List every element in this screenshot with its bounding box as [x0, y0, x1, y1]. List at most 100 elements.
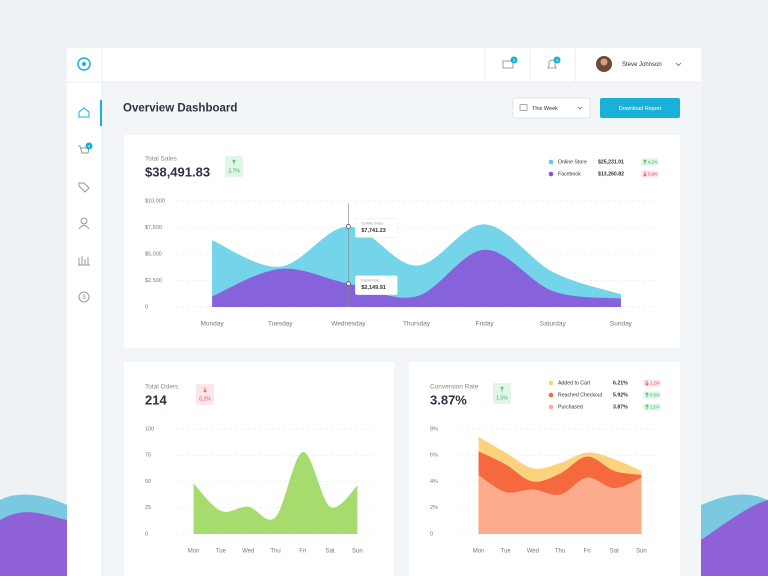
x-tick-label: Fri — [584, 549, 591, 555]
legend-dot — [548, 159, 554, 165]
chevron — [577, 106, 583, 110]
change-badge — [196, 384, 214, 405]
y-tick-label: $5,000 — [145, 251, 162, 257]
y-tick-label: 8% — [430, 426, 438, 432]
change-badge — [225, 156, 243, 177]
tooltip — [355, 218, 398, 238]
x-tick-label: Saturday — [540, 321, 567, 328]
x-tick-label: Mon — [188, 549, 200, 555]
y-tick-label: 100 — [145, 426, 154, 432]
y-tick-label: $2,500 — [145, 278, 162, 284]
logo[interactable] — [77, 57, 91, 71]
legend-change: 0.8% — [650, 392, 660, 397]
y-tick-label: 25 — [145, 505, 151, 511]
y-tick-label: 4% — [430, 479, 438, 485]
sales-total: $38,491.83 — [145, 164, 210, 179]
calendar-icon — [519, 104, 528, 111]
x-tick-label: Fri — [299, 549, 306, 555]
x-tick-label: Tue — [216, 549, 227, 555]
legend-change: 4,2% — [648, 159, 658, 164]
x-tick-label: Thu — [555, 549, 565, 555]
tag-icon[interactable] — [78, 182, 90, 193]
sidebar — [67, 48, 102, 576]
x-tick-label: Thu — [270, 549, 280, 555]
legend-total: $25,231.01 — [598, 160, 624, 166]
coin-icon[interactable] — [78, 291, 90, 303]
conversion-total: 3.87% — [430, 392, 467, 407]
y-tick-label: 75 — [145, 453, 151, 459]
x-tick-label: Tue — [501, 549, 512, 555]
mail-icon[interactable] — [502, 60, 514, 69]
mail-badge: 2 — [513, 57, 516, 62]
badge — [553, 56, 561, 64]
legend-name: Purchased — [558, 405, 583, 411]
trend-arrow — [643, 171, 647, 177]
x-tick-label: Monday — [201, 321, 225, 328]
badge — [510, 56, 518, 64]
tooltip-title: Online Store — [361, 221, 384, 226]
x-tick-label: Tuesday — [268, 321, 293, 328]
bell-icon[interactable] — [547, 59, 557, 69]
y-tick-label: 0 — [145, 531, 148, 537]
legend-dot — [548, 171, 554, 177]
date-filter[interactable] — [512, 97, 591, 119]
x-tick-label: Friday — [476, 321, 495, 328]
legend-total: 3.87% — [613, 405, 628, 411]
change-value: 3,7% — [228, 168, 240, 174]
hover-dot — [345, 224, 351, 229]
conversion-label: Conversion Rate — [430, 384, 479, 391]
chevron[interactable] — [675, 62, 682, 67]
x-tick-label: Sun — [636, 549, 647, 555]
x-tick-label: Wednesday — [331, 321, 366, 328]
legend-total: 6.21% — [613, 381, 628, 387]
trend-arrow — [203, 387, 207, 393]
trend-arrow — [645, 392, 649, 398]
trend-arrow — [500, 386, 504, 392]
hover-dot — [345, 281, 351, 287]
y-tick-label: $10,000 — [145, 198, 165, 204]
stats-icon[interactable] — [78, 256, 90, 266]
top-bar — [67, 48, 701, 82]
x-tick-label: Wed — [242, 549, 254, 555]
notification-badge: 4 — [556, 57, 559, 62]
x-tick-label: Sat — [610, 549, 619, 555]
home-icon[interactable] — [78, 107, 90, 118]
x-tick-label: Mon — [473, 549, 485, 555]
area — [478, 474, 642, 534]
y-tick-label: 0 — [430, 531, 433, 537]
sales-label: Total Sales — [145, 156, 178, 163]
change-badge — [493, 383, 511, 404]
legend-change: 0,9% — [648, 171, 658, 176]
download-button[interactable] — [600, 98, 680, 118]
legend-dot — [548, 380, 554, 386]
avatar — [600, 58, 608, 66]
x-tick-label: Sunday — [610, 321, 633, 328]
legend-dot — [548, 404, 554, 410]
page-title: Overview Dashboard — [123, 103, 237, 115]
legend-name: Added to Cart — [558, 381, 591, 387]
y-tick-label: $7,500 — [145, 225, 162, 231]
legend-change: 1.5% — [650, 404, 660, 409]
change-value: 1,5% — [496, 395, 508, 401]
date-filter-label: This Week — [532, 106, 558, 112]
logo — [82, 62, 86, 66]
legend-change: 1.2% — [650, 380, 660, 385]
area — [212, 249, 621, 307]
user-icon — [78, 225, 90, 230]
tooltip-value: $2,149.91 — [361, 285, 385, 291]
legend-dot — [548, 392, 554, 398]
tooltip-title: Facebook — [361, 278, 379, 283]
y-tick-label: 0 — [145, 304, 148, 310]
user-name[interactable]: Steve Johnson — [622, 62, 662, 68]
download-button-label: Download Report — [619, 106, 662, 112]
wave — [0, 512, 67, 576]
legend-name: Online Store — [558, 160, 587, 166]
trend-arrow — [643, 159, 647, 165]
orders-total: 214 — [145, 392, 167, 407]
tooltip — [355, 275, 398, 295]
wave — [701, 500, 768, 576]
x-tick-label: Thursday — [403, 321, 431, 328]
user-icon[interactable] — [80, 217, 88, 225]
